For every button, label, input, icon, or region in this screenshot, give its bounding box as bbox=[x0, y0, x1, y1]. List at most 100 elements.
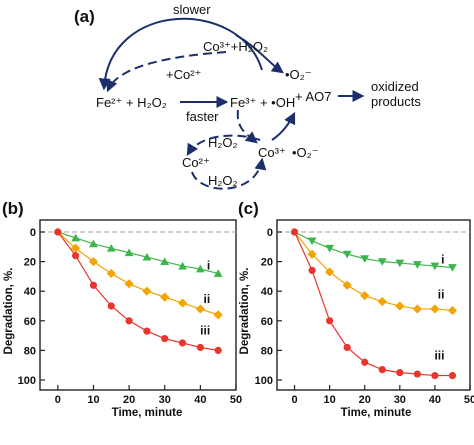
chart-b-y-tick-label: 60 bbox=[24, 316, 36, 328]
chart-b-series-iii-point bbox=[143, 327, 151, 335]
slower-arrow bbox=[98, 17, 263, 91]
chart-b-series-ii-point bbox=[106, 268, 116, 279]
chart-b-x-tick-label: 50 bbox=[230, 394, 242, 406]
chart-c-y-tick-label: 80 bbox=[261, 345, 273, 357]
chart-b-series-i-point bbox=[71, 233, 81, 242]
chart-b-series-iii-point bbox=[54, 228, 62, 236]
chart-b-series-i-line bbox=[57, 231, 219, 275]
chart-b-x-tick-label: 30 bbox=[159, 394, 171, 406]
slower-label: slower bbox=[173, 2, 211, 17]
chart-b-series-i-label: i bbox=[207, 258, 210, 272]
chart-b-x-axis-title: Time, minute bbox=[112, 407, 183, 419]
co-dashed-arrow-top bbox=[106, 51, 227, 93]
arrow-to-superoxide bbox=[235, 34, 284, 74]
chart-c-series-i-point bbox=[412, 261, 422, 269]
chart-b-series-i-point bbox=[178, 261, 187, 270]
plus-ao7-label: + AO7 bbox=[295, 89, 332, 104]
top-superoxide-label: •O₂⁻ bbox=[285, 67, 312, 82]
reaction-scheme: (a) slower Co³⁺+H₂O₂ +Co²⁺ •O₂⁻ + AO7 ox… bbox=[74, 2, 421, 190]
chart-b-series-i-point bbox=[142, 252, 152, 261]
chart-b-x-tick-label: 20 bbox=[123, 394, 135, 406]
chart-b-series-iii-point bbox=[107, 302, 115, 310]
chart-b-series-i-point bbox=[195, 264, 205, 273]
chart-b-series-ii-point bbox=[177, 298, 188, 308]
co3-h2o2-label: Co³⁺+H₂O₂ bbox=[203, 39, 268, 54]
plus-co2-label: +Co²⁺ bbox=[166, 67, 201, 82]
cycle-h2o2-top-label: H₂O₂ bbox=[208, 135, 238, 150]
chart-c-series-i-point bbox=[360, 255, 370, 263]
chart-b-y-tick-label: 100 bbox=[18, 375, 36, 387]
chart-c-y-tick-label: 0 bbox=[267, 227, 273, 239]
cycle-superoxide-label: •O₂⁻ bbox=[292, 145, 319, 160]
chart-c-y-axis-title: Degradation, %. bbox=[239, 268, 251, 355]
chart-b-series-ii-point bbox=[213, 310, 223, 320]
chart-b-series-ii-point bbox=[195, 304, 205, 314]
products-label-line2: products bbox=[371, 94, 421, 109]
chart-c-series-i-label: i bbox=[441, 253, 444, 267]
chart-b-series-iii-point bbox=[72, 252, 80, 260]
chart-b-series-i-point bbox=[89, 239, 98, 248]
chart-c-series-ii-point bbox=[342, 280, 352, 290]
chart-c-series-iii-point bbox=[361, 358, 369, 366]
chart-c-series-ii-point bbox=[412, 304, 422, 314]
chart-b-series-iii-point bbox=[89, 281, 98, 289]
chart-b-x-tick-label: 10 bbox=[87, 394, 99, 406]
chart-c-series-iii-point bbox=[378, 366, 386, 374]
chart-c-series-i-line bbox=[294, 231, 453, 269]
chart-b-y-axis-title: Degradation, %. bbox=[3, 268, 15, 355]
chart-c-series-ii-point bbox=[447, 305, 458, 316]
co-dashed-arrow-bottom bbox=[191, 157, 267, 190]
chart-c-y-tick-label: 40 bbox=[261, 286, 273, 298]
chart-c-x-tick-label: 50 bbox=[464, 394, 474, 406]
co-dashed-arrow-left bbox=[186, 134, 261, 157]
chart-b-y-tick-label: 80 bbox=[24, 345, 36, 357]
chart-b-x-tick-label: 40 bbox=[194, 394, 206, 406]
chart-c-series-iii-point bbox=[396, 369, 404, 377]
chart-c-series-i-point bbox=[448, 264, 457, 272]
cycle-co3-label: Co³⁺ bbox=[258, 145, 286, 160]
chart-c-series-i-point bbox=[430, 262, 440, 271]
chart-b-series-iii-point bbox=[214, 346, 222, 354]
chart-c-series-ii-point bbox=[307, 249, 317, 259]
chart-c-y-tick-label: 20 bbox=[261, 257, 273, 269]
chart-c-series-iii-point bbox=[413, 370, 421, 378]
chart-b-plot-frame bbox=[39, 219, 237, 391]
chart-c-series-ii-point bbox=[377, 296, 387, 307]
fe3-oh-label: Fe³⁺ + •OH bbox=[230, 95, 295, 110]
chart-c-series-i-point bbox=[342, 250, 352, 259]
chart-b-series-ii-line bbox=[57, 231, 219, 316]
chart-c-x-axis-title: Time, minute bbox=[341, 407, 412, 419]
chart-c-series-iii-line bbox=[293, 231, 453, 377]
chart-c-panel-label: (c) bbox=[238, 199, 259, 218]
chart-b-series-ii-label: ii bbox=[204, 292, 211, 306]
chart-c-series-ii-point bbox=[395, 301, 405, 311]
chart-c-plot-frame bbox=[276, 219, 471, 391]
cycle-h2o2-bottom-label: H₂O₂ bbox=[208, 173, 238, 188]
chart-b: (b) Degradation, %. Time, minute 0 20 40 60… bbox=[2, 199, 242, 419]
faster-label: faster bbox=[186, 109, 219, 124]
chart-c-series-i-point bbox=[307, 237, 317, 246]
chart-b-series-ii-point bbox=[71, 243, 81, 253]
chart-c-series-i-point bbox=[395, 259, 405, 268]
chart-c-x-tick-label: 10 bbox=[324, 394, 336, 406]
chart-c-y-tick-label: 100 bbox=[255, 375, 273, 387]
chart-c-series-ii-line bbox=[294, 231, 453, 312]
products-label-line1: oxidized bbox=[371, 79, 419, 94]
chart-c-series-iii-label: iii bbox=[434, 349, 444, 363]
chart-b-series-iii-point bbox=[178, 339, 187, 347]
chart-c-series-iii-point bbox=[448, 371, 457, 380]
chart-b-series-i-point bbox=[124, 248, 134, 257]
chart-b-x-tick-label: 0 bbox=[55, 394, 61, 406]
oh-return-arrow bbox=[271, 111, 296, 141]
chart-c: (c) Degradation, %. Time, minute 0 20 40 60… bbox=[238, 199, 474, 419]
chart-b-series-i-point bbox=[213, 269, 223, 277]
chart-b-series-i-point bbox=[106, 244, 116, 252]
chart-b-y-tick-label: 40 bbox=[24, 286, 36, 298]
chart-c-x-tick-label: 40 bbox=[429, 394, 441, 406]
chart-b-series-iii-line bbox=[57, 231, 219, 351]
chart-c-x-tick-label: 20 bbox=[359, 394, 371, 406]
chart-b-panel-label: (b) bbox=[2, 199, 24, 218]
chart-b-series-ii-point bbox=[160, 292, 170, 302]
chart-c-series-iii-point bbox=[326, 317, 334, 325]
